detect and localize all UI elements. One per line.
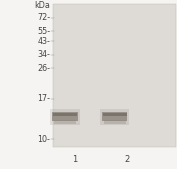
Text: 26-: 26- (38, 64, 50, 73)
Text: 17-: 17- (38, 94, 50, 103)
Text: 34-: 34- (38, 50, 50, 59)
Text: 55-: 55- (37, 27, 50, 36)
Text: 72-: 72- (37, 13, 50, 22)
Text: 43-: 43- (38, 37, 50, 46)
Text: kDa: kDa (35, 1, 50, 10)
Bar (104, 120, 126, 124)
Bar (53, 113, 77, 116)
Bar (50, 109, 80, 125)
Bar (103, 113, 127, 116)
Text: 2: 2 (125, 155, 130, 164)
Bar (52, 112, 78, 121)
Text: 10-: 10- (38, 135, 50, 144)
Bar (100, 109, 129, 125)
Text: 1: 1 (72, 155, 77, 164)
Bar (54, 120, 76, 124)
Bar (53, 4, 176, 147)
Bar (102, 112, 127, 121)
